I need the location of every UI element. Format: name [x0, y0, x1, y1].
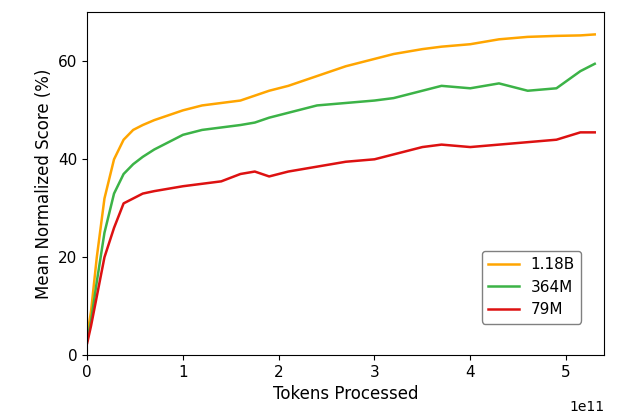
364M — [198, 128, 206, 133]
79M — [93, 294, 100, 299]
Line: 364M: 364M — [87, 64, 595, 340]
79M — [151, 189, 158, 194]
364M — [130, 162, 137, 167]
79M — [120, 201, 127, 206]
364M — [83, 338, 91, 343]
79M — [217, 179, 225, 184]
1.18B — [342, 64, 350, 69]
79M — [101, 255, 108, 260]
Text: 1e11: 1e11 — [569, 400, 604, 413]
364M — [467, 86, 474, 91]
1.18B — [83, 333, 91, 338]
Line: 79M: 79M — [87, 132, 595, 343]
79M — [285, 169, 292, 174]
364M — [217, 125, 225, 130]
364M — [313, 103, 321, 108]
Legend: 1.18B, 364M, 79M: 1.18B, 364M, 79M — [482, 251, 581, 323]
364M — [110, 191, 118, 196]
79M — [87, 323, 95, 328]
364M — [251, 120, 259, 125]
79M — [130, 196, 137, 201]
79M — [553, 137, 560, 142]
1.18B — [390, 52, 397, 57]
79M — [83, 340, 91, 345]
1.18B — [93, 255, 100, 260]
1.18B — [265, 88, 273, 93]
1.18B — [313, 74, 321, 78]
1.18B — [87, 309, 95, 313]
1.18B — [130, 128, 137, 133]
1.18B — [524, 34, 531, 39]
79M — [313, 164, 321, 169]
79M — [342, 159, 350, 164]
364M — [179, 132, 187, 137]
364M — [419, 88, 426, 93]
364M — [438, 83, 445, 88]
79M — [467, 145, 474, 150]
364M — [577, 69, 584, 74]
1.18B — [495, 37, 503, 42]
364M — [524, 88, 531, 93]
1.18B — [591, 32, 599, 37]
Y-axis label: Mean Normalized Score (%): Mean Normalized Score (%) — [34, 69, 52, 299]
364M — [93, 279, 100, 284]
1.18B — [151, 118, 158, 123]
1.18B — [285, 83, 292, 88]
79M — [237, 171, 244, 176]
Line: 1.18B: 1.18B — [87, 34, 595, 336]
364M — [371, 98, 378, 103]
364M — [151, 147, 158, 152]
79M — [179, 184, 187, 189]
79M — [265, 174, 273, 179]
79M — [390, 152, 397, 157]
1.18B — [371, 57, 378, 62]
1.18B — [110, 157, 118, 162]
1.18B — [165, 113, 173, 118]
1.18B — [198, 103, 206, 108]
1.18B — [179, 108, 187, 113]
1.18B — [139, 123, 146, 128]
364M — [285, 110, 292, 115]
79M — [371, 157, 378, 162]
364M — [553, 86, 560, 91]
364M — [265, 115, 273, 120]
1.18B — [467, 42, 474, 47]
79M — [419, 145, 426, 150]
79M — [251, 169, 259, 174]
364M — [101, 230, 108, 235]
1.18B — [251, 93, 259, 98]
1.18B — [120, 137, 127, 142]
1.18B — [438, 44, 445, 49]
364M — [390, 95, 397, 100]
1.18B — [237, 98, 244, 103]
1.18B — [577, 33, 584, 38]
364M — [495, 81, 503, 86]
364M — [120, 171, 127, 176]
79M — [438, 142, 445, 147]
364M — [591, 61, 599, 66]
79M — [110, 225, 118, 230]
79M — [198, 181, 206, 186]
79M — [577, 130, 584, 135]
1.18B — [217, 100, 225, 105]
1.18B — [101, 196, 108, 201]
79M — [139, 191, 146, 196]
364M — [165, 140, 173, 145]
1.18B — [553, 33, 560, 38]
79M — [165, 186, 173, 191]
79M — [591, 130, 599, 135]
364M — [237, 123, 244, 128]
X-axis label: Tokens Processed: Tokens Processed — [273, 385, 419, 404]
79M — [495, 142, 503, 147]
1.18B — [419, 47, 426, 52]
79M — [524, 140, 531, 145]
364M — [87, 318, 95, 323]
364M — [139, 154, 146, 159]
364M — [342, 100, 350, 105]
